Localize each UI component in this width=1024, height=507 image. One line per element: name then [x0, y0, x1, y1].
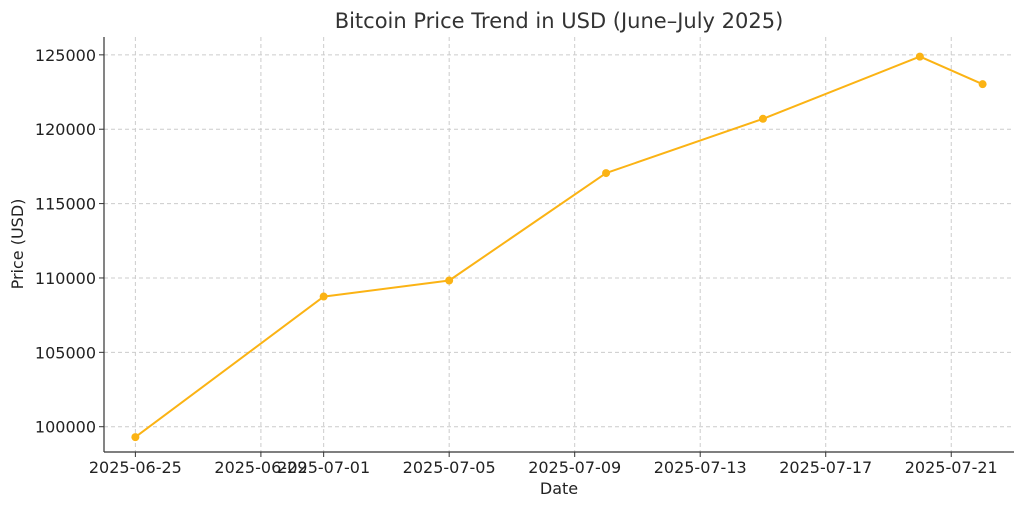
- y-tick-label-5: 125000: [35, 46, 96, 65]
- y-tick-label-4: 120000: [35, 120, 96, 139]
- x-tick-label-7: 2025-07-21: [905, 458, 998, 477]
- y-tick-label-1: 105000: [35, 343, 96, 362]
- y-tick-label-0: 100000: [35, 418, 96, 437]
- x-axis-label: Date: [540, 479, 578, 498]
- data-point-4: [759, 115, 767, 123]
- data-point-2: [445, 276, 453, 284]
- x-tick-label-3: 2025-07-05: [403, 458, 496, 477]
- series-line-0: [135, 57, 982, 438]
- x-tick-label-5: 2025-07-13: [654, 458, 747, 477]
- y-tick-label-2: 110000: [35, 269, 96, 288]
- series: [131, 53, 986, 441]
- x-tick-label-6: 2025-07-17: [779, 458, 872, 477]
- y-axis-label: Price (USD): [8, 199, 27, 290]
- x-tick-label-4: 2025-07-09: [528, 458, 621, 477]
- data-point-1: [320, 293, 328, 301]
- chart-title: Bitcoin Price Trend in USD (June–July 20…: [335, 9, 784, 33]
- data-point-0: [131, 433, 139, 441]
- data-point-3: [602, 169, 610, 177]
- data-point-5: [916, 53, 924, 61]
- grid: [104, 37, 1014, 452]
- y-tick-label-3: 115000: [35, 195, 96, 214]
- x-tick-label-2: 2025-07-01: [277, 458, 370, 477]
- axes: [99, 37, 1014, 457]
- data-point-6: [979, 80, 987, 88]
- x-tick-label-0: 2025-06-25: [89, 458, 182, 477]
